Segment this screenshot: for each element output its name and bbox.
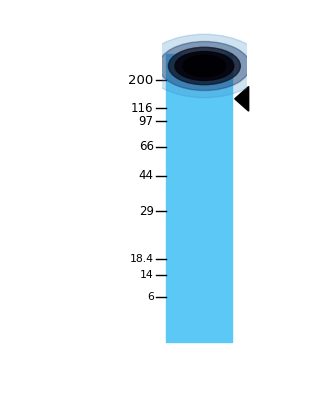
Text: 6: 6 [147,292,154,302]
Ellipse shape [146,34,263,98]
Text: 14: 14 [140,270,154,280]
Ellipse shape [168,47,240,85]
Text: 66: 66 [139,140,154,153]
Text: 29: 29 [139,205,154,218]
Ellipse shape [175,52,234,80]
Text: 116: 116 [131,102,154,114]
Text: 200: 200 [129,74,154,87]
Bar [166,54,232,342]
Text: 44: 44 [139,169,154,182]
Ellipse shape [183,55,226,77]
Text: 18.4: 18.4 [129,254,154,264]
Ellipse shape [159,42,250,90]
Text: 97: 97 [139,115,154,128]
Polygon shape [235,86,249,111]
